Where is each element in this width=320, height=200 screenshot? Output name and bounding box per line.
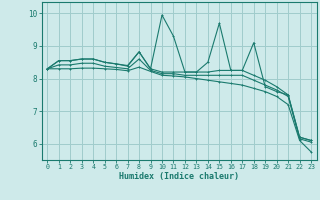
- X-axis label: Humidex (Indice chaleur): Humidex (Indice chaleur): [119, 172, 239, 181]
